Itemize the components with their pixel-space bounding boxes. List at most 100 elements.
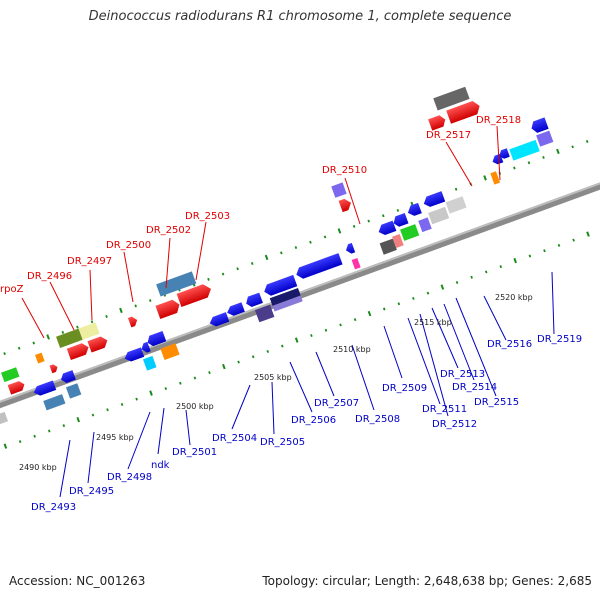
gene-label[interactable]: DR_2496 (27, 271, 72, 282)
tick-mark (310, 334, 313, 338)
gene-label[interactable]: DR_2519 (537, 334, 582, 345)
gene-label[interactable]: DR_2507 (314, 398, 359, 409)
gene-arrow[interactable] (377, 220, 397, 237)
forward-strand-genes (1, 86, 482, 395)
gene-box[interactable] (392, 234, 404, 249)
gene-box[interactable] (400, 224, 420, 241)
gene-box[interactable] (156, 271, 197, 297)
gene-box[interactable] (143, 355, 157, 371)
gene-label[interactable]: DR_2493 (31, 502, 76, 513)
gene-arrow[interactable] (87, 335, 109, 353)
gene-arrow[interactable] (338, 197, 353, 213)
kbp-label: 2520 kbp (495, 293, 533, 302)
gene-arrow[interactable] (49, 363, 59, 374)
gene-box[interactable] (351, 257, 361, 270)
gene-box[interactable] (1, 367, 20, 383)
gene-arrow[interactable] (529, 117, 549, 134)
gene-arrow[interactable] (497, 148, 510, 160)
gene-box[interactable] (65, 383, 82, 399)
gene-arrow[interactable] (32, 380, 57, 397)
gene-box[interactable] (331, 182, 347, 198)
gene-label[interactable]: DR_2504 (212, 433, 257, 444)
gene-arrow[interactable] (262, 274, 298, 298)
gene-label[interactable]: rpoZ (0, 284, 24, 295)
leader-lines-above (21, 125, 501, 339)
gene-arrow[interactable] (146, 330, 167, 347)
gene-arrow[interactable] (66, 342, 91, 361)
gene-label[interactable]: DR_2508 (355, 414, 400, 425)
gene-box[interactable] (536, 130, 554, 147)
gene-label[interactable]: DR_2506 (291, 415, 336, 426)
tick-mark (149, 390, 153, 396)
gene-arrow[interactable] (59, 370, 76, 384)
tick-mark (32, 341, 35, 345)
gene-arrow[interactable] (155, 298, 181, 320)
gene-label[interactable]: ndk (151, 460, 170, 471)
gene-box[interactable] (35, 352, 45, 364)
gene-label[interactable]: DR_2503 (185, 211, 230, 222)
tick-mark (352, 224, 356, 228)
tick-mark (105, 314, 108, 318)
tick-mark (513, 257, 517, 264)
gene-box[interactable] (43, 394, 66, 411)
gene-arrow[interactable] (208, 312, 230, 328)
gene-label[interactable]: DR_2515 (474, 397, 519, 408)
gene-arrow[interactable] (344, 242, 356, 255)
gene-arrow[interactable] (123, 347, 145, 363)
tick-mark (148, 299, 152, 303)
gene-arrow[interactable] (176, 282, 214, 308)
gene-box[interactable] (379, 238, 397, 255)
tick-mark (397, 302, 401, 306)
gene-label[interactable]: DR_2498 (107, 472, 152, 483)
gene-label[interactable]: DR_2500 (106, 240, 151, 251)
kbp-label: 2500 kbp (176, 402, 214, 411)
gene-arrow[interactable] (0, 411, 9, 426)
gene-box[interactable] (56, 328, 83, 348)
gene-box[interactable] (490, 171, 501, 185)
gene-label[interactable]: DR_2502 (146, 225, 191, 236)
gene-label[interactable]: DR_2509 (382, 383, 427, 394)
kbp-label: 2505 kbp (254, 373, 292, 382)
tick-mark (367, 219, 370, 223)
gene-label[interactable]: DR_2513 (440, 369, 485, 380)
gene-label[interactable]: DR_2511 (422, 404, 467, 415)
gene-arrow[interactable] (127, 315, 139, 328)
gene-label[interactable]: DR_2516 (487, 339, 532, 350)
gene-box[interactable] (254, 304, 275, 323)
gene-label[interactable]: DR_2514 (452, 382, 497, 393)
gene-label[interactable]: DR_2495 (69, 486, 114, 497)
tick-mark (33, 434, 36, 438)
gene-label[interactable]: DR_2497 (67, 256, 112, 267)
tick-mark (543, 249, 546, 253)
kbp-label: 2495 kbp (96, 433, 134, 442)
gene-box[interactable] (445, 196, 467, 214)
gene-arrow[interactable] (244, 292, 263, 309)
gene-box[interactable] (269, 288, 301, 306)
gene-arrow[interactable] (7, 380, 26, 395)
gene-arrow[interactable] (422, 191, 446, 209)
gene-label[interactable]: DR_2501 (172, 447, 217, 458)
tick-mark (337, 228, 342, 234)
gene-box[interactable] (78, 322, 100, 340)
gene-label[interactable]: DR_2505 (260, 437, 305, 448)
leader-lines-below (59, 271, 555, 498)
tick-mark (412, 296, 415, 300)
gene-box[interactable] (272, 295, 303, 312)
gene-arrow[interactable] (225, 302, 245, 317)
gene-label[interactable]: DR_2518 (476, 115, 521, 126)
gene-arrow[interactable] (446, 99, 482, 124)
gene-box[interactable] (160, 343, 180, 361)
gene-arrow[interactable] (428, 114, 447, 131)
gene-label[interactable]: DR_2512 (432, 419, 477, 430)
gene-box[interactable] (509, 139, 540, 161)
gene-label[interactable]: DR_2510 (322, 165, 367, 176)
gene-label[interactable]: DR_2517 (426, 130, 471, 141)
gene-box[interactable] (433, 86, 470, 111)
tick-mark (367, 310, 372, 317)
gene-arrow[interactable] (140, 341, 151, 354)
gene-arrow[interactable] (406, 202, 422, 218)
gene-box[interactable] (428, 206, 450, 225)
gene-arrow[interactable] (392, 212, 409, 228)
gene-box[interactable] (418, 217, 432, 233)
gene-arrow[interactable] (294, 253, 343, 280)
